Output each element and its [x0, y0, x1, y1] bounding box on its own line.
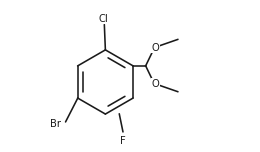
Text: O: O	[152, 79, 159, 89]
Text: F: F	[120, 136, 126, 146]
Text: Cl: Cl	[99, 14, 108, 24]
Text: O: O	[152, 43, 159, 53]
Text: Br: Br	[50, 119, 61, 130]
